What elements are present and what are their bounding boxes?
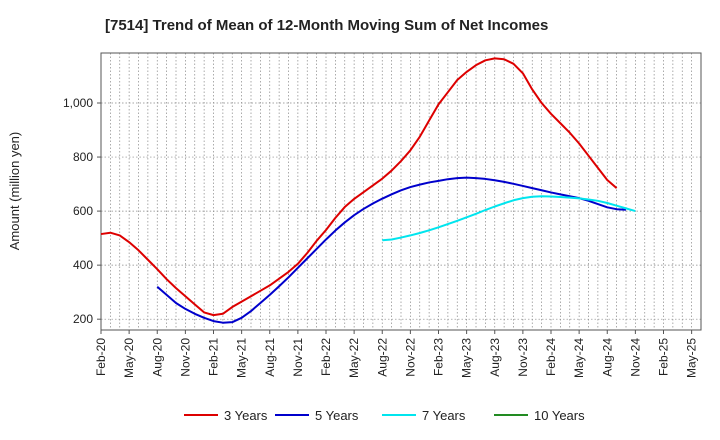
x-tick-label: May-23 [460,338,474,378]
x-tick-label: Feb-20 [94,338,108,376]
plot-area [100,52,702,331]
y-tick-label: 600 [73,204,93,218]
y-ticks: 200 400 600 800 1,000 [63,96,101,326]
x-tick-label: Aug-23 [488,338,502,377]
chart-title: [7514] Trend of Mean of 12-Month Moving … [105,17,548,34]
x-tick-label: Feb-21 [207,338,221,376]
legend-label: 3 Years [224,408,268,423]
x-tick-label: Aug-24 [600,338,614,377]
series-lines [100,57,636,324]
grid [101,53,701,330]
legend-label: 7 Years [422,408,466,423]
legend: 3 Years 5 Years 7 Years 10 Years [184,408,585,423]
y-tick-label: 400 [73,258,93,272]
x-tick-label: May-24 [572,338,586,378]
x-tick-label: May-22 [347,338,361,378]
x-tick-label: May-25 [685,338,699,378]
series-line-5-years [156,176,627,324]
y-tick-label: 800 [73,150,93,164]
x-tick-label: Feb-24 [544,338,558,376]
x-tick-label: Feb-23 [432,338,446,376]
x-tick-label: Aug-20 [150,338,164,377]
x-tick-label: Nov-24 [628,338,642,377]
x-tick-label: Nov-20 [178,338,192,377]
series-line-7-years [382,195,636,242]
legend-label: 5 Years [315,408,359,423]
x-ticks: Feb-20 May-20 Aug-20 Nov-20 Feb-21 May-21 Aug-… [94,330,699,378]
legend-label: 10 Years [534,408,585,423]
x-tick-label: Feb-25 [657,338,671,376]
y-tick-label: 1,000 [63,96,93,110]
x-tick-label: Nov-23 [516,338,530,377]
y-axis-label: Amount (million yen) [7,132,22,251]
x-tick-label: May-20 [122,338,136,378]
x-tick-label: Nov-22 [403,338,417,377]
series-line-3-years [100,57,618,317]
x-tick-label: Feb-22 [319,338,333,376]
x-tick-label: Aug-21 [263,338,277,377]
x-tick-label: Aug-22 [375,338,389,377]
x-tick-label: May-21 [235,338,249,378]
x-tick-label: Nov-21 [291,338,305,377]
y-tick-label: 200 [73,312,93,326]
